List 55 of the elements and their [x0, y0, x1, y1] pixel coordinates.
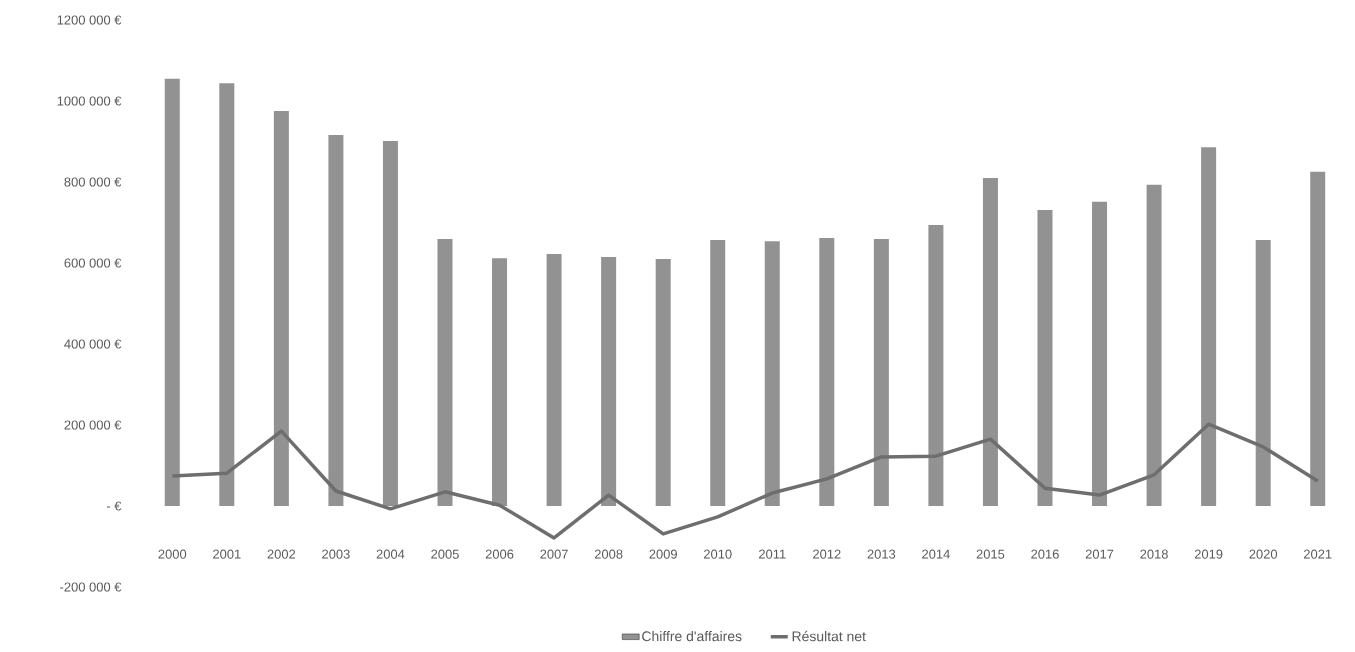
x-tick-label: 2006	[485, 549, 514, 559]
bar	[710, 239, 726, 506]
x-tick-label: 2008	[594, 549, 623, 559]
y-tick-label: - €	[106, 501, 122, 511]
x-tick-label: 2017	[1085, 549, 1114, 559]
y-tick-label: 200 000 €	[64, 420, 122, 430]
bar	[1037, 209, 1053, 506]
bar	[655, 258, 671, 506]
y-tick-label: 400 000 €	[64, 339, 122, 349]
bar	[1310, 171, 1326, 506]
y-tick-label: 1200 000 €	[57, 15, 122, 25]
bar	[1146, 184, 1162, 506]
bar	[764, 241, 780, 506]
x-tick-label: 2011	[759, 549, 786, 559]
x-tick-label: 2003	[322, 549, 350, 559]
x-tick-label: 2007	[540, 549, 568, 559]
x-tick-label: 2015	[976, 549, 1005, 559]
bar	[219, 83, 235, 506]
x-tick-label: 2004	[376, 549, 405, 559]
legend-label: Chiffre d'affaires	[642, 630, 742, 642]
x-tick-label: 2014	[922, 549, 950, 559]
bar	[601, 256, 617, 506]
bar	[1201, 147, 1217, 506]
line-series	[170, 422, 1320, 540]
bar	[1255, 239, 1271, 506]
x-tick-label: 2009	[649, 549, 677, 559]
y-tick-label: 800 000 €	[64, 177, 122, 187]
y-tick-label: 600 000 €	[64, 258, 122, 268]
bar	[873, 239, 889, 506]
bar	[492, 258, 508, 506]
x-tick-label: 2013	[867, 549, 896, 559]
bar	[164, 78, 180, 506]
x-tick-label: 2021	[1303, 549, 1332, 559]
bar	[819, 237, 835, 506]
bar	[928, 224, 944, 506]
x-tick-label: 2016	[1031, 549, 1059, 559]
x-tick-label: 2000	[158, 549, 187, 559]
x-tick-label: 2001	[213, 549, 241, 559]
x-tick-label: 2002	[267, 549, 296, 559]
y-tick-label: -200 000 €	[60, 582, 122, 592]
x-tick-label: 2012	[813, 549, 841, 559]
x-tick-label: 2018	[1140, 549, 1168, 559]
x-tick-label: 2010	[703, 549, 732, 559]
bar	[437, 239, 453, 506]
bar	[982, 177, 998, 506]
bar	[273, 111, 289, 506]
x-tick-label: 2005	[431, 549, 459, 559]
bar	[382, 141, 398, 506]
legend-label: Résultat net	[792, 630, 866, 642]
bar	[546, 254, 562, 506]
bar	[1092, 201, 1108, 506]
y-tick-label: 1000 000 €	[57, 96, 122, 106]
x-tick-label: 2019	[1194, 549, 1223, 559]
bar	[328, 135, 344, 506]
x-tick-label: 2020	[1249, 549, 1278, 559]
